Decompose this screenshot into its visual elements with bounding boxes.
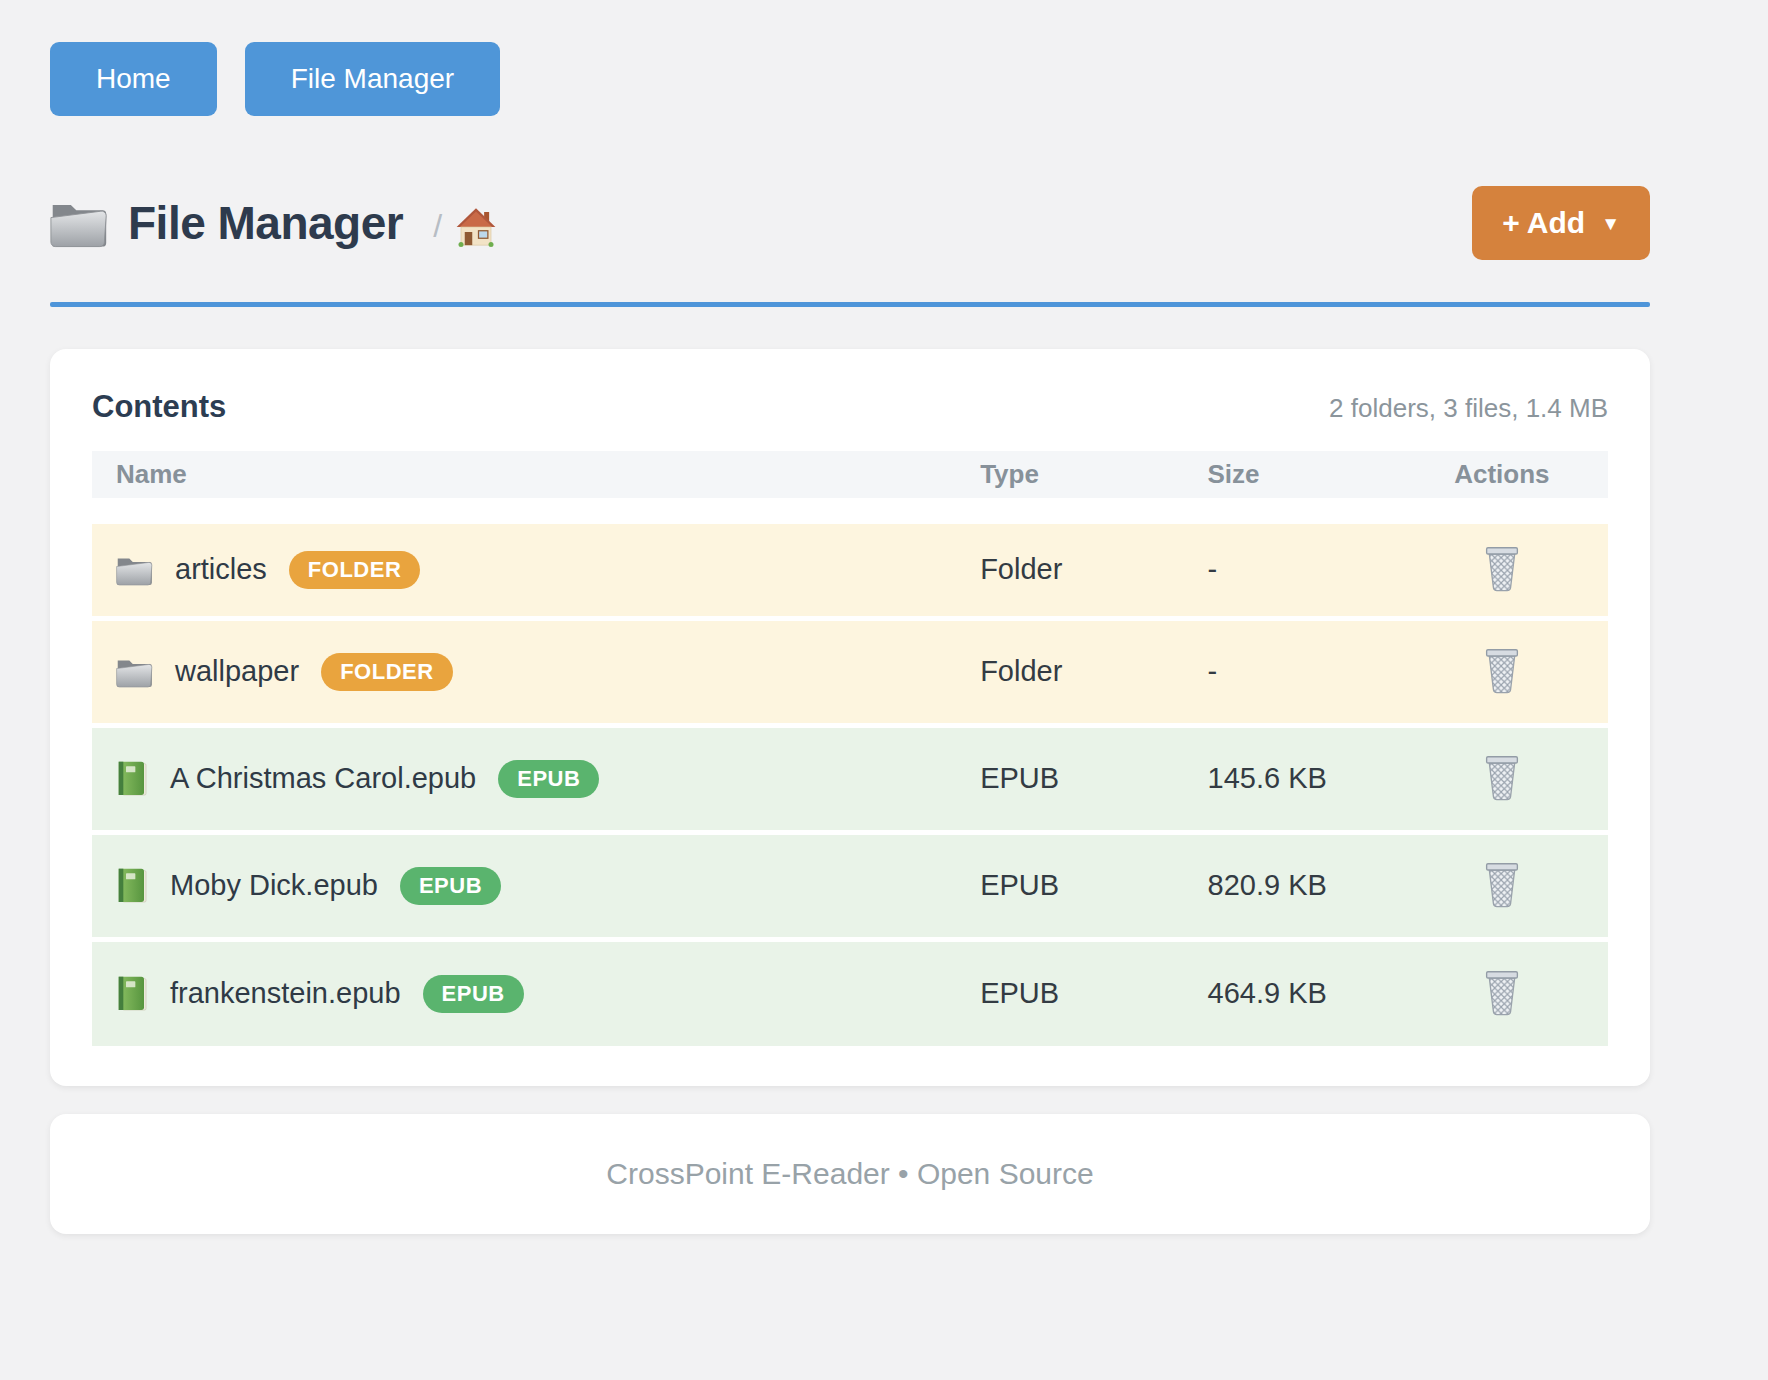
table-row-frankenstein: frankenstein.epub EPUB EPUB 464.9 KB: [92, 939, 1608, 1046]
item-size: 820.9 KB: [1184, 832, 1396, 939]
wastebasket-icon: [1482, 861, 1522, 908]
title-divider: [50, 302, 1650, 307]
add-button-label: + Add: [1502, 206, 1585, 240]
delete-button[interactable]: [1478, 643, 1526, 701]
item-name-link[interactable]: wallpaper: [175, 655, 299, 688]
contents-card: Contents 2 folders, 3 files, 1.4 MB Name…: [50, 349, 1650, 1086]
column-header-type: Type: [956, 451, 1183, 511]
wastebasket-icon: [1482, 754, 1522, 801]
item-size: -: [1184, 618, 1396, 725]
nav-file-manager-button[interactable]: File Manager: [245, 42, 500, 116]
table-row-christmas-carol: A Christmas Carol.epub EPUB EPUB 145.6 K…: [92, 725, 1608, 832]
footer-card: CrossPoint E-Reader • Open Source: [50, 1114, 1650, 1234]
wastebasket-icon: [1482, 647, 1522, 694]
delete-button[interactable]: [1478, 750, 1526, 808]
table-row-moby-dick: Moby Dick.epub EPUB EPUB 820.9 KB: [92, 832, 1608, 939]
item-name-link[interactable]: frankenstein.epub: [170, 977, 401, 1010]
green-book-icon: [116, 975, 148, 1013]
item-size: -: [1184, 511, 1396, 618]
footer-text: CrossPoint E-Reader • Open Source: [606, 1157, 1093, 1191]
item-size: 145.6 KB: [1184, 725, 1396, 832]
column-header-size: Size: [1184, 451, 1396, 511]
folder-icon: [116, 553, 153, 587]
item-type: Folder: [956, 511, 1183, 618]
folder-badge: FOLDER: [289, 551, 420, 589]
item-name-link[interactable]: A Christmas Carol.epub: [170, 762, 476, 795]
nav-home-button[interactable]: Home: [50, 42, 217, 116]
folder-badge: FOLDER: [321, 653, 452, 691]
breadcrumb-separator: /: [433, 208, 442, 245]
epub-badge: EPUB: [498, 760, 599, 798]
wastebasket-icon: [1482, 969, 1522, 1016]
folder-icon: [116, 655, 153, 689]
column-header-actions: Actions: [1396, 451, 1608, 511]
title-breadcrumb: File Manager /: [50, 196, 496, 250]
item-size: 464.9 KB: [1184, 939, 1396, 1046]
item-type: EPUB: [956, 725, 1183, 832]
page-title: File Manager: [128, 196, 403, 250]
top-nav: Home File Manager: [50, 42, 1650, 116]
file-manager-page: Home File Manager File Manager / + Add ▼…: [50, 0, 1650, 1234]
item-type: Folder: [956, 618, 1183, 725]
delete-button[interactable]: [1478, 541, 1526, 599]
contents-summary: 2 folders, 3 files, 1.4 MB: [1329, 393, 1608, 424]
epub-badge: EPUB: [423, 975, 524, 1013]
files-table: Name Type Size Actions articles FOLDER F…: [92, 451, 1608, 1046]
breadcrumb-home-link[interactable]: [456, 207, 496, 247]
item-name-link[interactable]: articles: [175, 553, 267, 586]
contents-card-header: Contents 2 folders, 3 files, 1.4 MB: [92, 389, 1608, 425]
item-type: EPUB: [956, 939, 1183, 1046]
wastebasket-icon: [1482, 545, 1522, 592]
page-header: File Manager / + Add ▼: [50, 186, 1650, 260]
epub-badge: EPUB: [400, 867, 501, 905]
delete-button[interactable]: [1478, 965, 1526, 1023]
column-header-name: Name: [92, 451, 956, 511]
item-name-link[interactable]: Moby Dick.epub: [170, 869, 378, 902]
chevron-down-icon: ▼: [1601, 213, 1620, 235]
green-book-icon: [116, 867, 148, 905]
house-icon: [456, 207, 496, 247]
table-row-articles: articles FOLDER Folder -: [92, 511, 1608, 618]
green-book-icon: [116, 760, 148, 798]
contents-title: Contents: [92, 389, 226, 425]
table-header-row: Name Type Size Actions: [92, 451, 1608, 511]
add-button[interactable]: + Add ▼: [1472, 186, 1650, 260]
item-type: EPUB: [956, 832, 1183, 939]
delete-button[interactable]: [1478, 857, 1526, 915]
folder-icon: [50, 197, 108, 249]
table-row-wallpaper: wallpaper FOLDER Folder -: [92, 618, 1608, 725]
